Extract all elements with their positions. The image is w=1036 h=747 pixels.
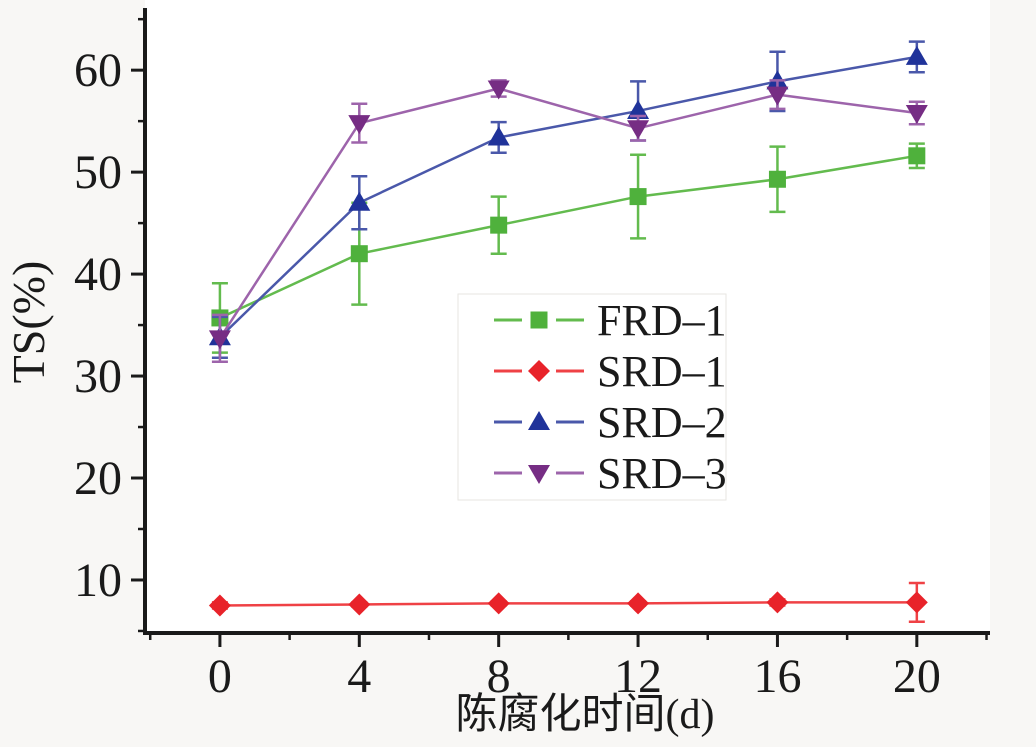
data-point-marker <box>905 591 928 614</box>
y-tick-label: 40 <box>74 248 122 301</box>
legend-marker <box>528 360 550 382</box>
y-tick-label: 20 <box>74 452 122 505</box>
y-tick-label: 10 <box>74 554 122 607</box>
data-point-marker <box>348 593 371 616</box>
series-line <box>218 87 917 340</box>
y-axis: 10 20 30 40 50 60 <box>74 17 145 633</box>
y-axis-title: TS(%) <box>3 261 54 384</box>
data-point-marker <box>905 45 928 65</box>
data-point-marker <box>487 126 510 146</box>
legend-item-srd-2: SRD–2 <box>494 398 727 447</box>
data-point-marker <box>487 80 510 100</box>
data-point-marker <box>350 245 368 263</box>
series-line <box>219 154 918 320</box>
data-point-marker <box>348 191 371 211</box>
x-tick-label: 20 <box>893 650 941 703</box>
data-point-marker <box>627 99 650 119</box>
series-srd-1 <box>208 581 928 624</box>
x-tick-label: 16 <box>753 650 801 703</box>
axes <box>143 8 990 635</box>
x-tick-label: 8 <box>487 650 511 703</box>
x-tick-label: 12 <box>614 650 662 703</box>
legend-marker <box>530 311 548 329</box>
legend-label: SRD–2 <box>597 398 727 447</box>
y-tick-label: 60 <box>74 44 122 97</box>
series-line <box>219 55 918 339</box>
data-point-marker <box>768 170 786 188</box>
legend-item-frd-1: FRD–1 <box>494 296 727 345</box>
x-axis-title: 陈腐化时间(d) <box>456 691 715 738</box>
data-point-marker <box>766 591 789 614</box>
y-tick-label: 50 <box>74 146 122 199</box>
x-tick-label: 0 <box>208 650 232 703</box>
legend-label: FRD–1 <box>597 296 727 345</box>
data-point-marker <box>908 147 926 165</box>
series-line <box>219 601 917 607</box>
legend-item-srd-1: SRD–1 <box>494 347 727 396</box>
legend-label: SRD–3 <box>597 449 727 498</box>
plot-area: 10 20 30 40 50 60 0 4 8 12 16 20 FRD–1SRD–1SRD–2SRD–… <box>74 0 990 703</box>
data-point-marker <box>905 104 928 124</box>
legend-box <box>457 293 727 501</box>
legend-marker <box>528 465 550 484</box>
y-tick-label: 30 <box>74 350 122 403</box>
legend-item-srd-3: SRD–3 <box>494 449 727 498</box>
legend-label: SRD–1 <box>597 347 727 396</box>
data-point-marker <box>629 188 647 206</box>
data-point-marker <box>348 115 371 135</box>
data-point-marker <box>627 592 650 615</box>
data-point-marker <box>208 330 231 350</box>
x-axis: 0 4 8 12 16 20 <box>148 633 988 703</box>
data-point-marker <box>766 86 789 106</box>
x-tick-label: 4 <box>347 650 371 703</box>
data-point-marker <box>208 594 231 617</box>
legend-marker <box>528 411 550 430</box>
data-point-marker <box>627 120 650 140</box>
series-srd-3 <box>208 79 928 364</box>
data-point-marker <box>490 216 508 234</box>
data-point-marker <box>487 592 510 615</box>
